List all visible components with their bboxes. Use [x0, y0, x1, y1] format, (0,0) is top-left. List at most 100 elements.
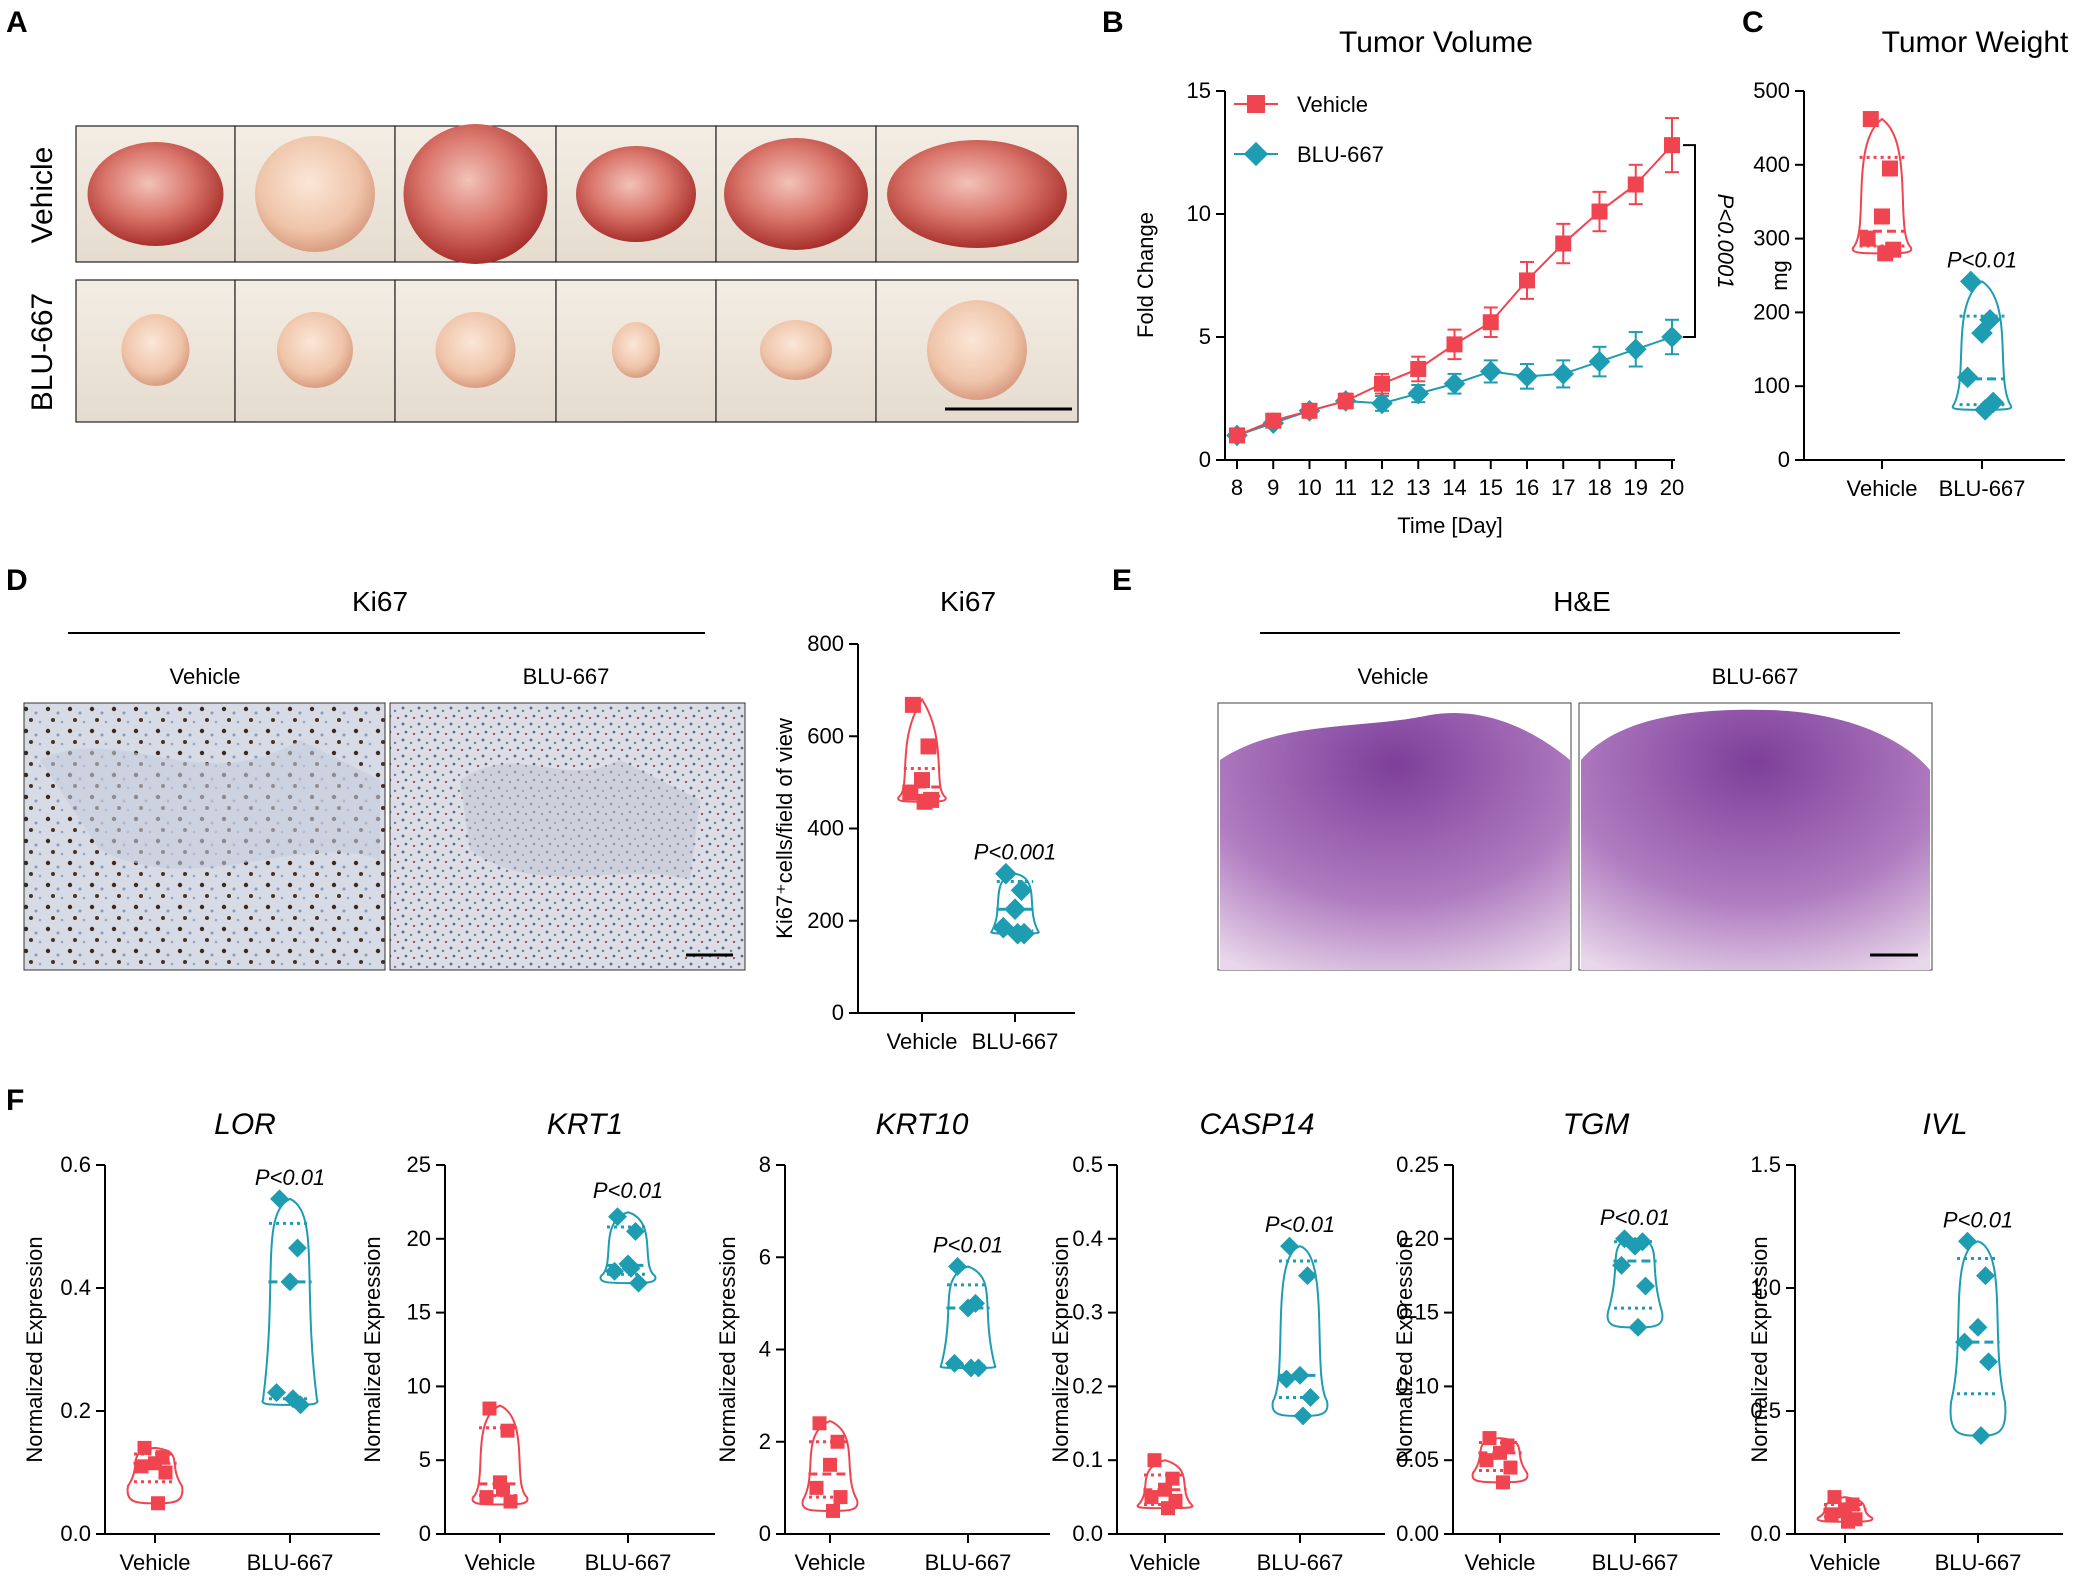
data-point — [629, 1273, 648, 1293]
x-tick-label: Vehicle — [465, 1550, 536, 1575]
data-point — [1516, 365, 1538, 388]
y-tick-label: 0.20 — [1396, 1226, 1439, 1251]
data-point — [1006, 922, 1029, 945]
data-point — [267, 1383, 286, 1402]
y-tick-label: 300 — [1753, 226, 1790, 251]
x-tick-label: 9 — [1267, 475, 1279, 500]
chart-title: Tumor Volume — [1339, 26, 1533, 59]
data-point — [1158, 1482, 1172, 1497]
x-tick-label: Vehicle — [795, 1550, 866, 1575]
krt1-chart: KRT1 0 5 10 15 20 25 Normalized Expression Vehic… — [360, 1108, 715, 1575]
data-point — [995, 862, 1017, 885]
y-tick-label: 15 — [407, 1300, 431, 1325]
y-tick-label: 1.0 — [1750, 1275, 1781, 1300]
p-value: P<0.01 — [1947, 247, 2017, 272]
data-point — [1446, 336, 1463, 353]
data-point — [1971, 1426, 1991, 1446]
data-point — [626, 1221, 645, 1241]
y-tick-label: 2 — [759, 1429, 771, 1454]
x-tick-label: Vehicle — [1465, 1550, 1536, 1575]
data-point — [812, 1416, 827, 1431]
y-axis-label: Ki67⁺cells/field of view — [772, 718, 797, 939]
chart-title: Ki67 — [940, 586, 996, 617]
y-tick-label: 0.0 — [1072, 1521, 1103, 1546]
p-value: P<0.0001 — [1713, 194, 1738, 289]
tumor-vehicle — [87, 142, 224, 246]
panel-letter-a: A — [6, 6, 28, 39]
panel-letter-f: F — [6, 1084, 24, 1117]
x-tick-label: Vehicle — [887, 1029, 958, 1054]
x-tick-label: BLU-667 — [1935, 1550, 2022, 1575]
tgm-chart: TGM 0.00 0.05 0.10 0.15 0.20 0.25 Normalized Ex… — [1392, 1108, 1720, 1575]
data-point — [1337, 392, 1354, 409]
data-point — [833, 1490, 848, 1505]
data-point — [948, 1257, 967, 1276]
data-point — [1165, 1471, 1180, 1486]
p-value: P<0.01 — [593, 1178, 663, 1203]
y-tick-label: 0.10 — [1396, 1373, 1439, 1398]
he-label-blu667: BLU-667 — [1712, 664, 1799, 689]
y-tick-label: 0.2 — [60, 1398, 91, 1423]
p-value: P<0.001 — [974, 840, 1057, 865]
y-tick-label: 10 — [1187, 201, 1211, 226]
y-tick-label: 0.5 — [1072, 1152, 1103, 1177]
tumor-blu667 — [121, 314, 190, 386]
data-point — [1968, 1317, 1988, 1337]
x-tick-label: BLU-667 — [585, 1550, 672, 1575]
y-tick-label: 5 — [419, 1447, 431, 1472]
he-tissue-vehicle — [1220, 713, 1570, 970]
tumor-vehicle — [255, 136, 375, 252]
tumor-vehicle — [403, 124, 548, 264]
y-tick-label: 0 — [1778, 447, 1790, 472]
data-point — [1493, 1445, 1507, 1460]
x-tick-label: BLU-667 — [972, 1029, 1059, 1054]
data-point — [961, 1358, 981, 1378]
ki67-tissue-blu667 — [460, 760, 700, 880]
tumor-blu667 — [927, 300, 1027, 400]
x-tick-label: BLU-667 — [1257, 1550, 1344, 1575]
x-tick-label: 12 — [1370, 475, 1394, 500]
x-tick-label: 14 — [1442, 475, 1466, 500]
y-tick-label: 400 — [1753, 152, 1790, 177]
data-point — [1636, 1276, 1655, 1296]
data-point — [1862, 111, 1879, 128]
x-tick-label: BLU-667 — [1939, 476, 2026, 501]
x-tick-label: BLU-667 — [1592, 1550, 1679, 1575]
data-point — [608, 1207, 627, 1227]
data-point — [1479, 360, 1502, 383]
krt10-chart: KRT10 0 2 4 6 8 Normalized Expression Vehicle BL… — [715, 1108, 1050, 1575]
ki67-label-blu667: BLU-667 — [523, 664, 610, 689]
data-point — [1841, 1514, 1855, 1529]
data-point — [1958, 1231, 1977, 1251]
y-tick-label: 15 — [1187, 78, 1211, 103]
data-point — [1955, 1332, 1974, 1352]
data-point — [1627, 176, 1644, 193]
violin-1 — [1271, 1245, 1329, 1417]
y-tick-label: 800 — [807, 631, 844, 656]
data-point — [823, 1457, 837, 1472]
data-point — [158, 1465, 173, 1480]
x-tick-label: 15 — [1479, 475, 1503, 500]
x-tick-label: Vehicle — [1847, 476, 1918, 501]
chart-title: Tumor Weight — [1882, 26, 2069, 59]
panel-letter-e: E — [1112, 564, 1132, 597]
y-tick-label: 10 — [407, 1373, 431, 1398]
data-point — [1161, 1501, 1175, 1516]
data-point — [1496, 1475, 1510, 1490]
p-value: P<0.01 — [1265, 1212, 1335, 1237]
data-point — [1624, 338, 1647, 361]
tumor-vehicle — [724, 138, 868, 250]
y-axis-label: Normalized Expression — [715, 1236, 740, 1462]
x-tick-label: 16 — [1515, 475, 1539, 500]
x-tick-label: 10 — [1297, 475, 1321, 500]
data-point — [1974, 399, 1996, 421]
data-point — [1301, 1388, 1320, 1407]
y-tick-label: 0.25 — [1396, 1152, 1439, 1177]
tumor-row-vehicle — [75, 124, 1079, 264]
ivl-chart: IVL 0.0 0.5 1.0 1.5 Normalized Expression Vehi… — [1747, 1108, 2063, 1575]
tumor-vehicle — [576, 146, 696, 242]
data-point — [1612, 1255, 1631, 1275]
y-tick-label: 0.5 — [1750, 1398, 1781, 1423]
y-tick-label: 1.5 — [1750, 1152, 1781, 1177]
data-point — [1874, 208, 1890, 225]
